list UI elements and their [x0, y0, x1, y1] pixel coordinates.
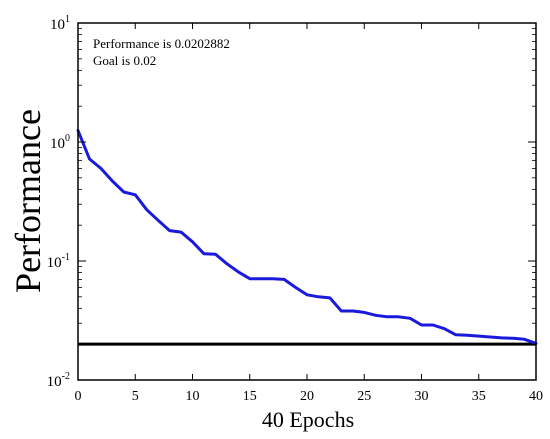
x-tick-label: 5: [132, 389, 139, 404]
x-tick-label: 30: [415, 389, 429, 404]
x-tick-label: 40: [529, 389, 543, 404]
performance-line-0: [76, 129, 538, 345]
x-tick-label: 25: [357, 389, 371, 404]
x-tick-label: 15: [243, 389, 257, 404]
plot-area: [78, 23, 536, 380]
y-tick-label: 10-1: [47, 252, 70, 271]
annotation-performance: Performance is 0.0202882: [93, 36, 230, 51]
y-tick-label: 101: [50, 14, 70, 33]
x-axis-label: 40 Epochs: [262, 407, 354, 432]
x-tick-label: 10: [186, 389, 200, 404]
y-tick-label: 10-2: [47, 371, 70, 390]
annotation-goal: Goal is 0.02: [93, 53, 156, 68]
y-axis-label: Performance: [8, 109, 48, 293]
x-tick-label: 0: [75, 389, 82, 404]
y-tick-label: 100: [50, 133, 70, 152]
x-tick-label: 35: [472, 389, 486, 404]
x-tick-label: 20: [300, 389, 314, 404]
